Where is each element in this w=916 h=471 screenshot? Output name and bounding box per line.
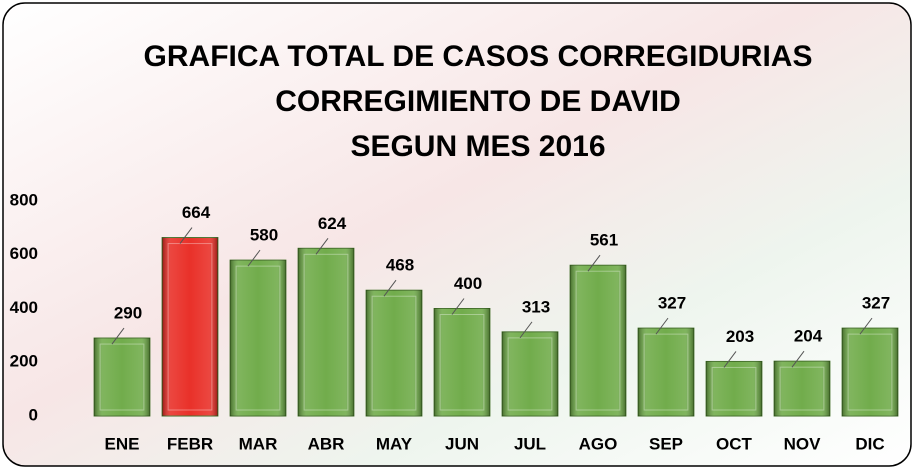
value-label: 327 [862,294,890,313]
x-tick-label: MAY [376,434,413,453]
chart: GRAFICA TOTAL DE CASOS CORREGIDURIAS COR… [0,0,916,471]
y-tick-label: 800 [10,190,38,209]
bar-shade [706,361,762,416]
y-tick-label: 200 [10,352,38,371]
bar-shade [774,361,830,416]
x-tick-label: JUL [514,434,546,453]
bar-shade [638,328,694,416]
bar-shade [366,290,422,416]
chart-title: SEGUN MES 2016 [350,130,605,163]
bar-shade [434,309,490,417]
bar-shade [570,265,626,416]
bar-shade [230,260,286,416]
x-tick-label: SEP [649,434,683,453]
value-label: 400 [454,274,482,293]
x-tick-label: MAR [239,434,278,453]
bar-shade [162,238,218,416]
y-tick-label: 400 [10,298,38,317]
value-label: 327 [658,294,686,313]
x-tick-label: OCT [716,434,753,453]
value-label: 580 [250,226,278,245]
x-tick-label: NOV [784,434,822,453]
y-tick-label: 0 [29,405,38,424]
bar-shade [842,328,898,416]
value-label: 290 [114,304,142,323]
bar-shade [94,338,150,416]
x-tick-label: JUN [445,434,479,453]
bar-shade [298,248,354,416]
value-label: 561 [590,231,618,250]
x-tick-label: ABR [308,434,345,453]
x-tick-label: DIC [855,434,884,453]
value-label: 313 [522,297,550,316]
value-label: 624 [318,214,347,233]
bar-shade [502,332,558,416]
value-label: 203 [726,327,754,346]
value-label: 204 [794,327,823,346]
x-tick-label: AGO [579,434,618,453]
x-tick-label: FEBR [167,434,213,453]
chart-title: CORREGIMIENTO DE DAVID [275,85,681,118]
value-label: 468 [386,256,414,275]
value-label: 664 [182,203,211,222]
y-tick-label: 600 [10,244,38,263]
chart-title: GRAFICA TOTAL DE CASOS CORREGIDURIAS [144,40,813,73]
x-tick-label: ENE [105,434,140,453]
